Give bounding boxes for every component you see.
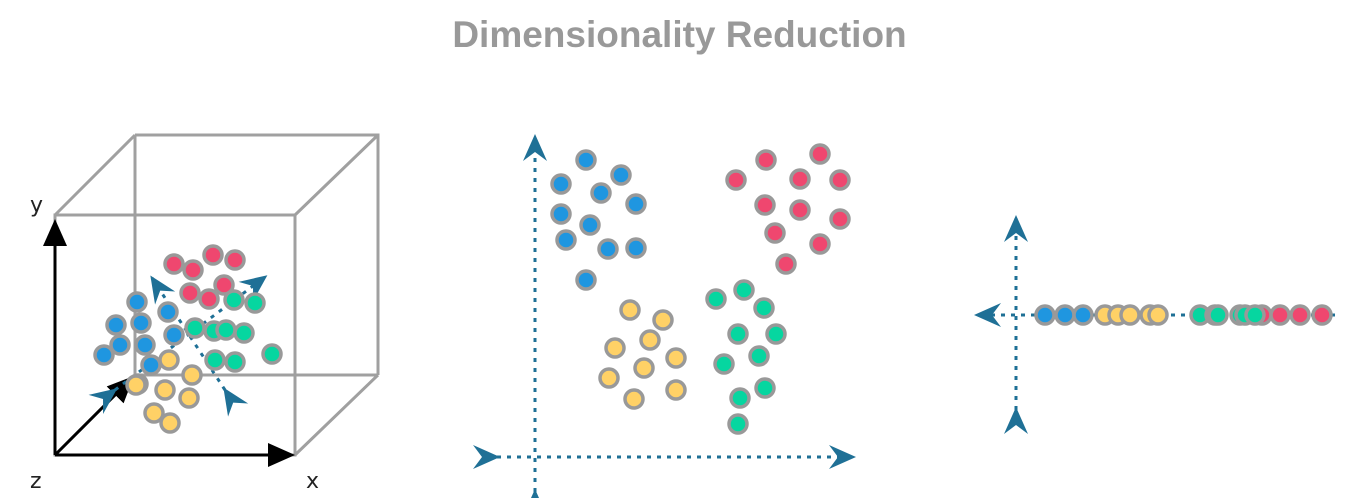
1d-green-point [1244, 304, 1266, 326]
3d-blue-point [163, 324, 185, 346]
z-axis-label: z [30, 469, 42, 494]
3d-blue-point [134, 334, 156, 356]
2d-yellow-point [604, 337, 626, 359]
1d-blue-point [1072, 304, 1094, 326]
2d-red-point [789, 199, 811, 221]
z-axis-arrow [53, 375, 135, 457]
2d-green-point [754, 377, 776, 399]
1d-yellow-point [1147, 304, 1169, 326]
3d-blue-point [157, 301, 179, 323]
3d-green-point [244, 292, 266, 314]
2d-yellow-point [619, 299, 641, 321]
3d-blue-point [105, 314, 127, 336]
3d-red-point [182, 259, 204, 281]
2d-green-point [705, 288, 727, 310]
2d-yellow-point [639, 329, 661, 351]
2d-green-point [713, 353, 735, 375]
2d-blue-point [555, 229, 577, 251]
2d-green-point [727, 323, 749, 345]
2d-green-point [748, 345, 770, 367]
3d-red-point [202, 244, 224, 266]
2d-green-point [733, 279, 755, 301]
3d-green-point [204, 349, 226, 371]
3d-red-point [213, 274, 235, 296]
2d-blue-point [579, 214, 601, 236]
2d-yellow-point [665, 379, 687, 401]
3d-blue-point [126, 291, 148, 313]
2d-red-point [809, 143, 831, 165]
2d-red-point [829, 169, 851, 191]
1d-red-point [1289, 304, 1311, 326]
3d-blue-point [140, 354, 162, 376]
diagram-title: Dimensionality Reduction [452, 14, 907, 55]
2d-blue-point [597, 238, 619, 260]
2d-blue-point [625, 237, 647, 259]
3d-red-point [179, 282, 201, 304]
3d-green-point [223, 289, 245, 311]
3d-green-point [261, 343, 283, 365]
1d-red-point [1311, 304, 1333, 326]
2d-yellow-point [665, 347, 687, 369]
2d-blue-point [575, 269, 597, 291]
1d-green-point [1207, 304, 1229, 326]
2d-yellow-point [652, 309, 674, 331]
3d-green-point [233, 322, 255, 344]
3d-red-point [198, 288, 220, 310]
2d-red-point [754, 194, 776, 216]
2d-red-point [725, 169, 747, 191]
3d-yellow-point [125, 374, 147, 396]
2d-green-point [729, 387, 751, 409]
3d-yellow-point [181, 364, 203, 386]
2d-green-point [727, 413, 749, 435]
2d-blue-point [550, 173, 572, 195]
2d-red-point [755, 149, 777, 171]
x-axis-label: x [306, 469, 319, 494]
3d-yellow-point [154, 379, 176, 401]
1d-blue-point [1054, 304, 1076, 326]
3d-red-point [224, 249, 246, 271]
2d-red-point [789, 168, 811, 190]
2d-green-point [753, 297, 775, 319]
3d-blue-point [93, 344, 115, 366]
2d-blue-point [575, 149, 597, 171]
3d-yellow-point [158, 349, 180, 371]
2d-red-point [829, 208, 851, 230]
2d-blue-point [590, 182, 612, 204]
3d-yellow-point [178, 387, 200, 409]
3d-blue-point [130, 312, 152, 334]
2d-yellow-point [633, 357, 655, 379]
3d-yellow-point [159, 412, 181, 434]
3d-green-point [184, 317, 206, 339]
2d-blue-point [610, 164, 632, 186]
2d-yellow-point [598, 367, 620, 389]
2d-yellow-point [623, 388, 645, 410]
3d-green-point [215, 319, 237, 341]
2d-green-point [765, 323, 787, 345]
y-axis-label: y [30, 193, 43, 218]
2d-red-point [775, 253, 797, 275]
3d-yellow-point [143, 402, 165, 424]
3d-blue-point [109, 334, 131, 356]
2d-blue-point [550, 203, 572, 225]
2d-red-point [764, 222, 786, 244]
2d-blue-point [625, 193, 647, 215]
1d-red-point [1269, 304, 1291, 326]
2d-red-point [809, 233, 831, 255]
3d-red-point [163, 253, 185, 275]
1d-yellow-point [1119, 304, 1141, 326]
1d-blue-point [1034, 304, 1056, 326]
3d-green-point [224, 351, 246, 373]
